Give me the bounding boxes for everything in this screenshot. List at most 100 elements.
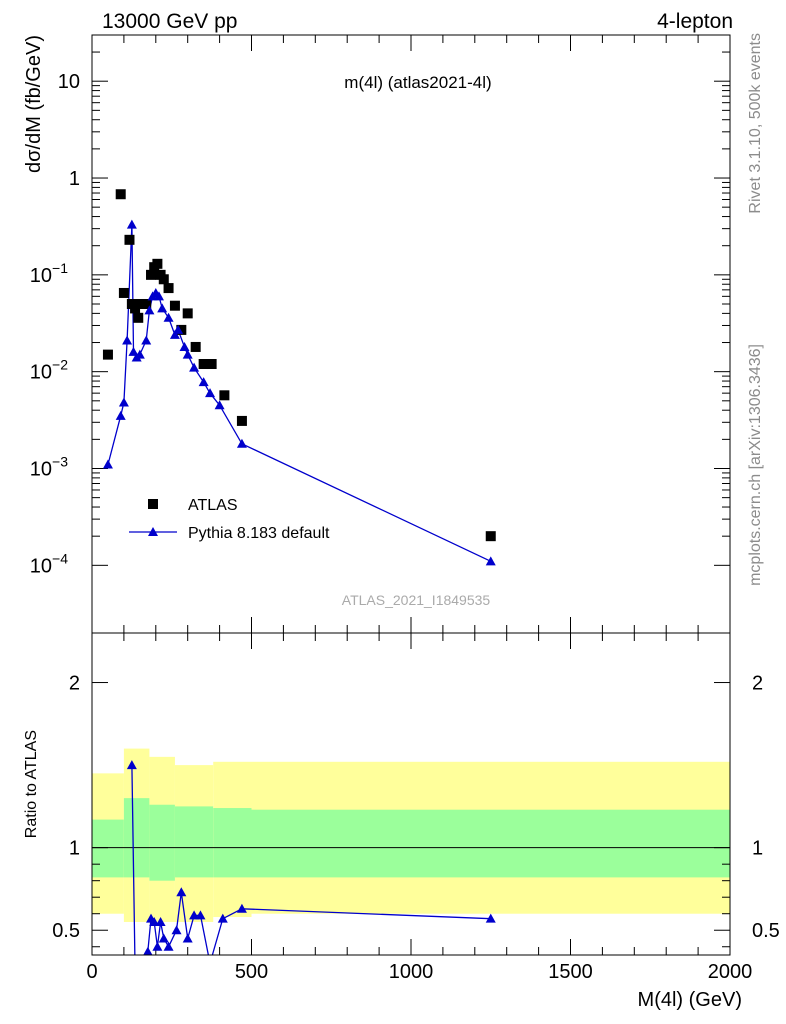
x-tick-label: 2000 (708, 961, 753, 983)
ratio-uncertainty-bands (92, 748, 730, 922)
legend-pythia-label: Pythia 8.183 default (188, 525, 330, 542)
main-data-marks (102, 189, 496, 566)
pythia-point (179, 341, 190, 351)
pythia-point (144, 305, 155, 315)
ratio-y-tick-label-right: 0.5 (752, 920, 780, 942)
ratio-series (126, 760, 496, 955)
pythia-point (126, 219, 137, 229)
pythia-ratio-point (195, 910, 206, 920)
pythia-point (236, 438, 247, 448)
pythia-point (163, 312, 174, 322)
x-tick-label: 1500 (548, 961, 593, 983)
x-tick-label: 1000 (389, 961, 434, 983)
legend-atlas-label: ATLAS (188, 497, 238, 514)
channel-label: 4-lepton (657, 10, 733, 33)
main-y-tick-label: 10−3 (30, 453, 68, 480)
ratio-y-tick-label: 1 (69, 838, 80, 860)
pythia-ratio-point (217, 913, 228, 923)
atlas-point (236, 415, 247, 426)
pythia-ratio-point (155, 916, 166, 926)
ratio-inner-band (123, 798, 150, 878)
main-y-axis-label: dσ/dM (fb/GeV) (23, 35, 45, 173)
atlas-point (485, 531, 496, 542)
main-y-tick-label: 10−4 (30, 550, 68, 577)
pythia-point (189, 362, 200, 372)
rivet-version-label: Rivet 3.1.10, 500k events (747, 33, 764, 214)
atlas-point (182, 308, 193, 319)
pythia-point (169, 329, 180, 339)
analysis-watermark: ATLAS_2021_I1849535 (342, 592, 491, 608)
pythia-point (134, 349, 145, 359)
pythia-ratio-point (158, 933, 169, 943)
ratio-panel-frame (91, 632, 731, 956)
pythia-point (205, 388, 216, 398)
atlas-point (133, 312, 144, 323)
main-y-tick-label: 10 (58, 71, 80, 93)
pythia-point (122, 335, 133, 345)
pythia-point (214, 400, 225, 410)
pythia-point (102, 459, 113, 469)
ratio-y-tick-label-right: 2 (752, 673, 763, 695)
atlas-point (146, 269, 157, 280)
pythia-point (157, 303, 168, 313)
pythia-point (128, 346, 139, 356)
ratio-inner-band (213, 808, 252, 878)
ratio-data-marks (126, 760, 496, 955)
ratio-inner-band (92, 819, 124, 878)
atlas-point (169, 300, 180, 311)
main-panel: 10 1 10−1 10−2 10−3 10−4 m(4l) (atlas2021-4l)… (23, 34, 731, 634)
pythia-point (173, 324, 184, 334)
pythia-point (198, 377, 209, 387)
x-axis-label: M(4l) (GeV) (638, 989, 742, 1011)
pythia-ratio-point (189, 910, 200, 920)
atlas-point (102, 349, 113, 360)
main-axis-ticks: 10 1 10−1 10−2 10−3 10−4 (30, 34, 731, 633)
main-panel-frame (91, 34, 731, 634)
main-y-tick-label: 1 (69, 168, 80, 190)
collision-energy-label: 13000 GeV pp (102, 10, 237, 33)
mcplots-reference-label: mcplots.cern.ch [arXiv:1306.3436] (747, 344, 764, 586)
main-plot-title: m(4l) (atlas2021-4l) (344, 73, 491, 92)
atlas-point (130, 303, 141, 314)
ratio-inner-band (251, 809, 730, 878)
pythia-ratio-point (171, 925, 182, 935)
legend: ATLAS Pythia 8.183 default (129, 497, 330, 542)
pythia-point (182, 349, 193, 359)
pythia-ratio-point (143, 946, 153, 955)
pythia-ratio-point (126, 760, 137, 770)
atlas-point (152, 258, 163, 269)
pythia-ratio-point (149, 916, 160, 926)
legend-pythia-marker (148, 527, 158, 536)
pythia-ratio-point (182, 933, 193, 943)
pythia-ratio-point (236, 903, 247, 913)
ratio-axis-ticks: 0.5 0.5 1 1 2 2 (52, 633, 780, 955)
x-tick-labels: 0 500 1000 1500 2000 (86, 961, 752, 983)
ratio-panel: 0.5 0.5 1 1 2 2 Ratio to ATLAS M(4l) (GeV) 0 5… (23, 632, 780, 1011)
main-y-tick-label: 10−2 (30, 357, 68, 384)
pythia-point (115, 410, 126, 420)
main-y-tick-label: 10−1 (30, 260, 68, 287)
pythia-ratio-point (152, 941, 163, 951)
ratio-y-axis-label: Ratio to ATLAS (23, 730, 40, 838)
ratio-inner-band (149, 804, 175, 881)
ratio-inner-band (174, 806, 214, 878)
pythia-point (485, 556, 496, 566)
pythia-ratio-point (485, 913, 496, 923)
atlas-point (118, 287, 129, 298)
ratio-y-tick-label: 2 (69, 673, 80, 695)
atlas-point (158, 274, 169, 285)
atlas-point (124, 234, 135, 245)
atlas-point (219, 390, 230, 401)
atlas-point (206, 359, 217, 370)
atlas-point (198, 359, 209, 370)
atlas-point (115, 189, 126, 200)
atlas-point (163, 283, 174, 294)
pythia-point (141, 335, 152, 345)
ratio-y-tick-label: 0.5 (52, 920, 80, 942)
legend-atlas-marker (148, 499, 158, 509)
atlas-point (141, 298, 152, 309)
ratio-y-tick-label-right: 1 (752, 838, 763, 860)
pythia-ratio-point (163, 941, 174, 951)
pythia-point (153, 291, 164, 301)
